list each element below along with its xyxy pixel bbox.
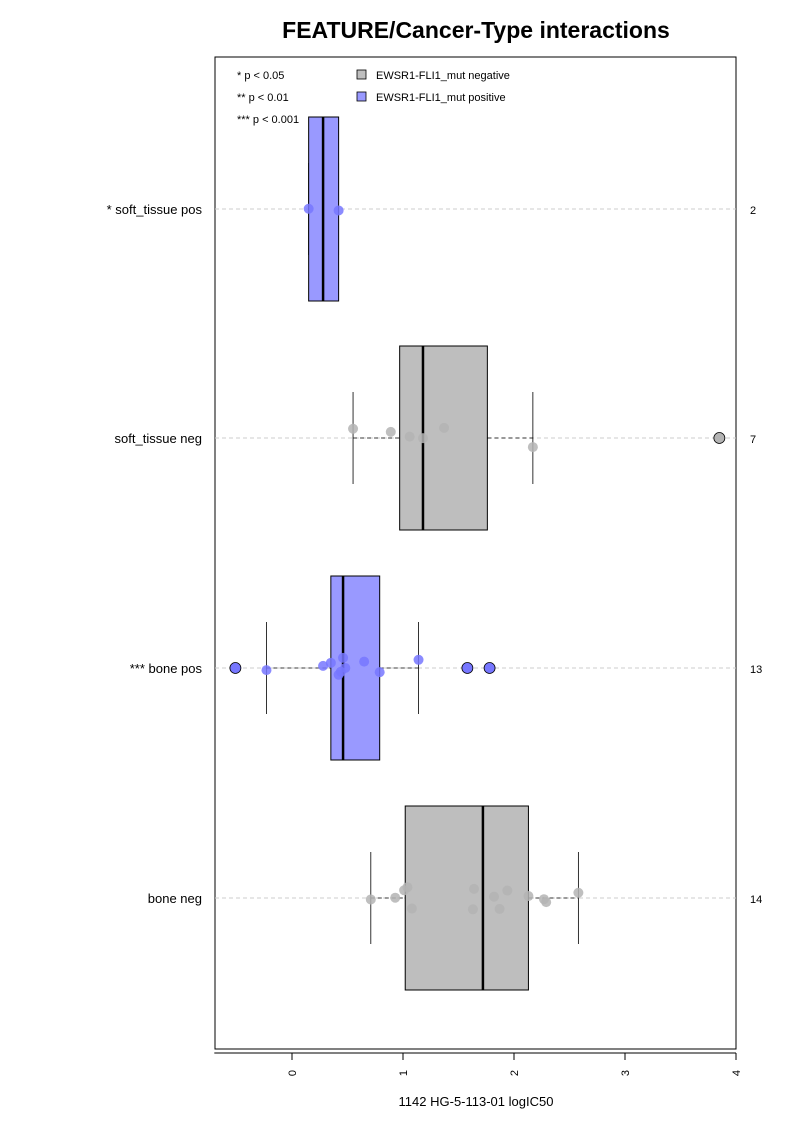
category-label: soft_tissue neg — [115, 431, 202, 446]
data-point — [489, 891, 500, 902]
grid-lines — [215, 208, 736, 899]
x-tick-label: 3 — [620, 1070, 632, 1076]
data-point — [303, 203, 314, 214]
data-point — [261, 665, 272, 676]
category-label: *** bone pos — [130, 661, 203, 676]
group-count: 7 — [750, 434, 756, 446]
data-point — [359, 656, 370, 667]
data-point — [374, 667, 385, 678]
data-point — [573, 887, 584, 898]
data-point — [413, 654, 424, 665]
data-point — [502, 885, 513, 896]
data-point — [469, 883, 480, 894]
legend-swatch-positive — [356, 91, 367, 102]
point-layer — [229, 203, 726, 915]
x-tick-label: 0 — [287, 1070, 299, 1076]
data-point — [325, 657, 336, 668]
outlier-point — [483, 662, 496, 674]
data-point — [404, 431, 415, 442]
data-point — [494, 903, 505, 914]
x-tick-label: 4 — [731, 1070, 743, 1076]
category-label: * soft_tissue pos — [107, 202, 203, 217]
category-labels: * soft_tissue pos 2 soft_tissue neg 7 *** bo… — [107, 202, 763, 906]
data-point — [523, 891, 534, 902]
box — [404, 805, 529, 991]
data-point — [402, 882, 413, 893]
outlier-point — [461, 662, 474, 674]
data-point — [333, 205, 344, 216]
category-label: bone neg — [148, 891, 202, 906]
chart-title: FEATURE/Cancer-Type interactions — [282, 17, 670, 43]
data-point — [439, 422, 450, 433]
data-point — [527, 442, 538, 453]
data-point — [390, 892, 401, 903]
box-layer — [266, 116, 579, 991]
data-point — [541, 897, 552, 908]
data-point — [318, 660, 329, 671]
legend-label-negative: EWSR1-FLI1_mut negative — [376, 70, 510, 82]
data-point — [365, 894, 376, 905]
legend: EWSR1-FLI1_mut negative EWSR1-FLI1_mut p… — [356, 69, 510, 104]
sig-legend-1: * p < 0.05 — [237, 70, 284, 82]
group-count: 13 — [750, 664, 762, 676]
data-point — [417, 433, 428, 444]
group-count: 14 — [750, 894, 762, 906]
data-point — [406, 903, 417, 914]
legend-swatch-negative — [356, 69, 367, 80]
x-axis-label: 1142 HG-5-113-01 logIC50 — [399, 1094, 554, 1109]
significance-legend: * p < 0.05 ** p < 0.01 *** p < 0.001 — [237, 70, 299, 126]
data-point — [340, 662, 351, 673]
sig-legend-2: ** p < 0.01 — [237, 92, 289, 104]
data-point — [467, 904, 478, 915]
sig-legend-3: *** p < 0.001 — [237, 114, 299, 126]
x-tick-label: 2 — [509, 1070, 521, 1076]
x-tick-label: 1 — [398, 1070, 410, 1076]
x-axis: 0 1 2 3 4 — [214, 1052, 743, 1076]
legend-label-positive: EWSR1-FLI1_mut positive — [376, 92, 506, 104]
data-point — [385, 426, 396, 437]
outlier-point — [229, 662, 242, 674]
plot-frame — [214, 56, 737, 1050]
data-point — [348, 423, 359, 434]
data-point — [338, 652, 349, 663]
group-count: 2 — [750, 205, 756, 217]
outlier-point — [713, 432, 726, 444]
